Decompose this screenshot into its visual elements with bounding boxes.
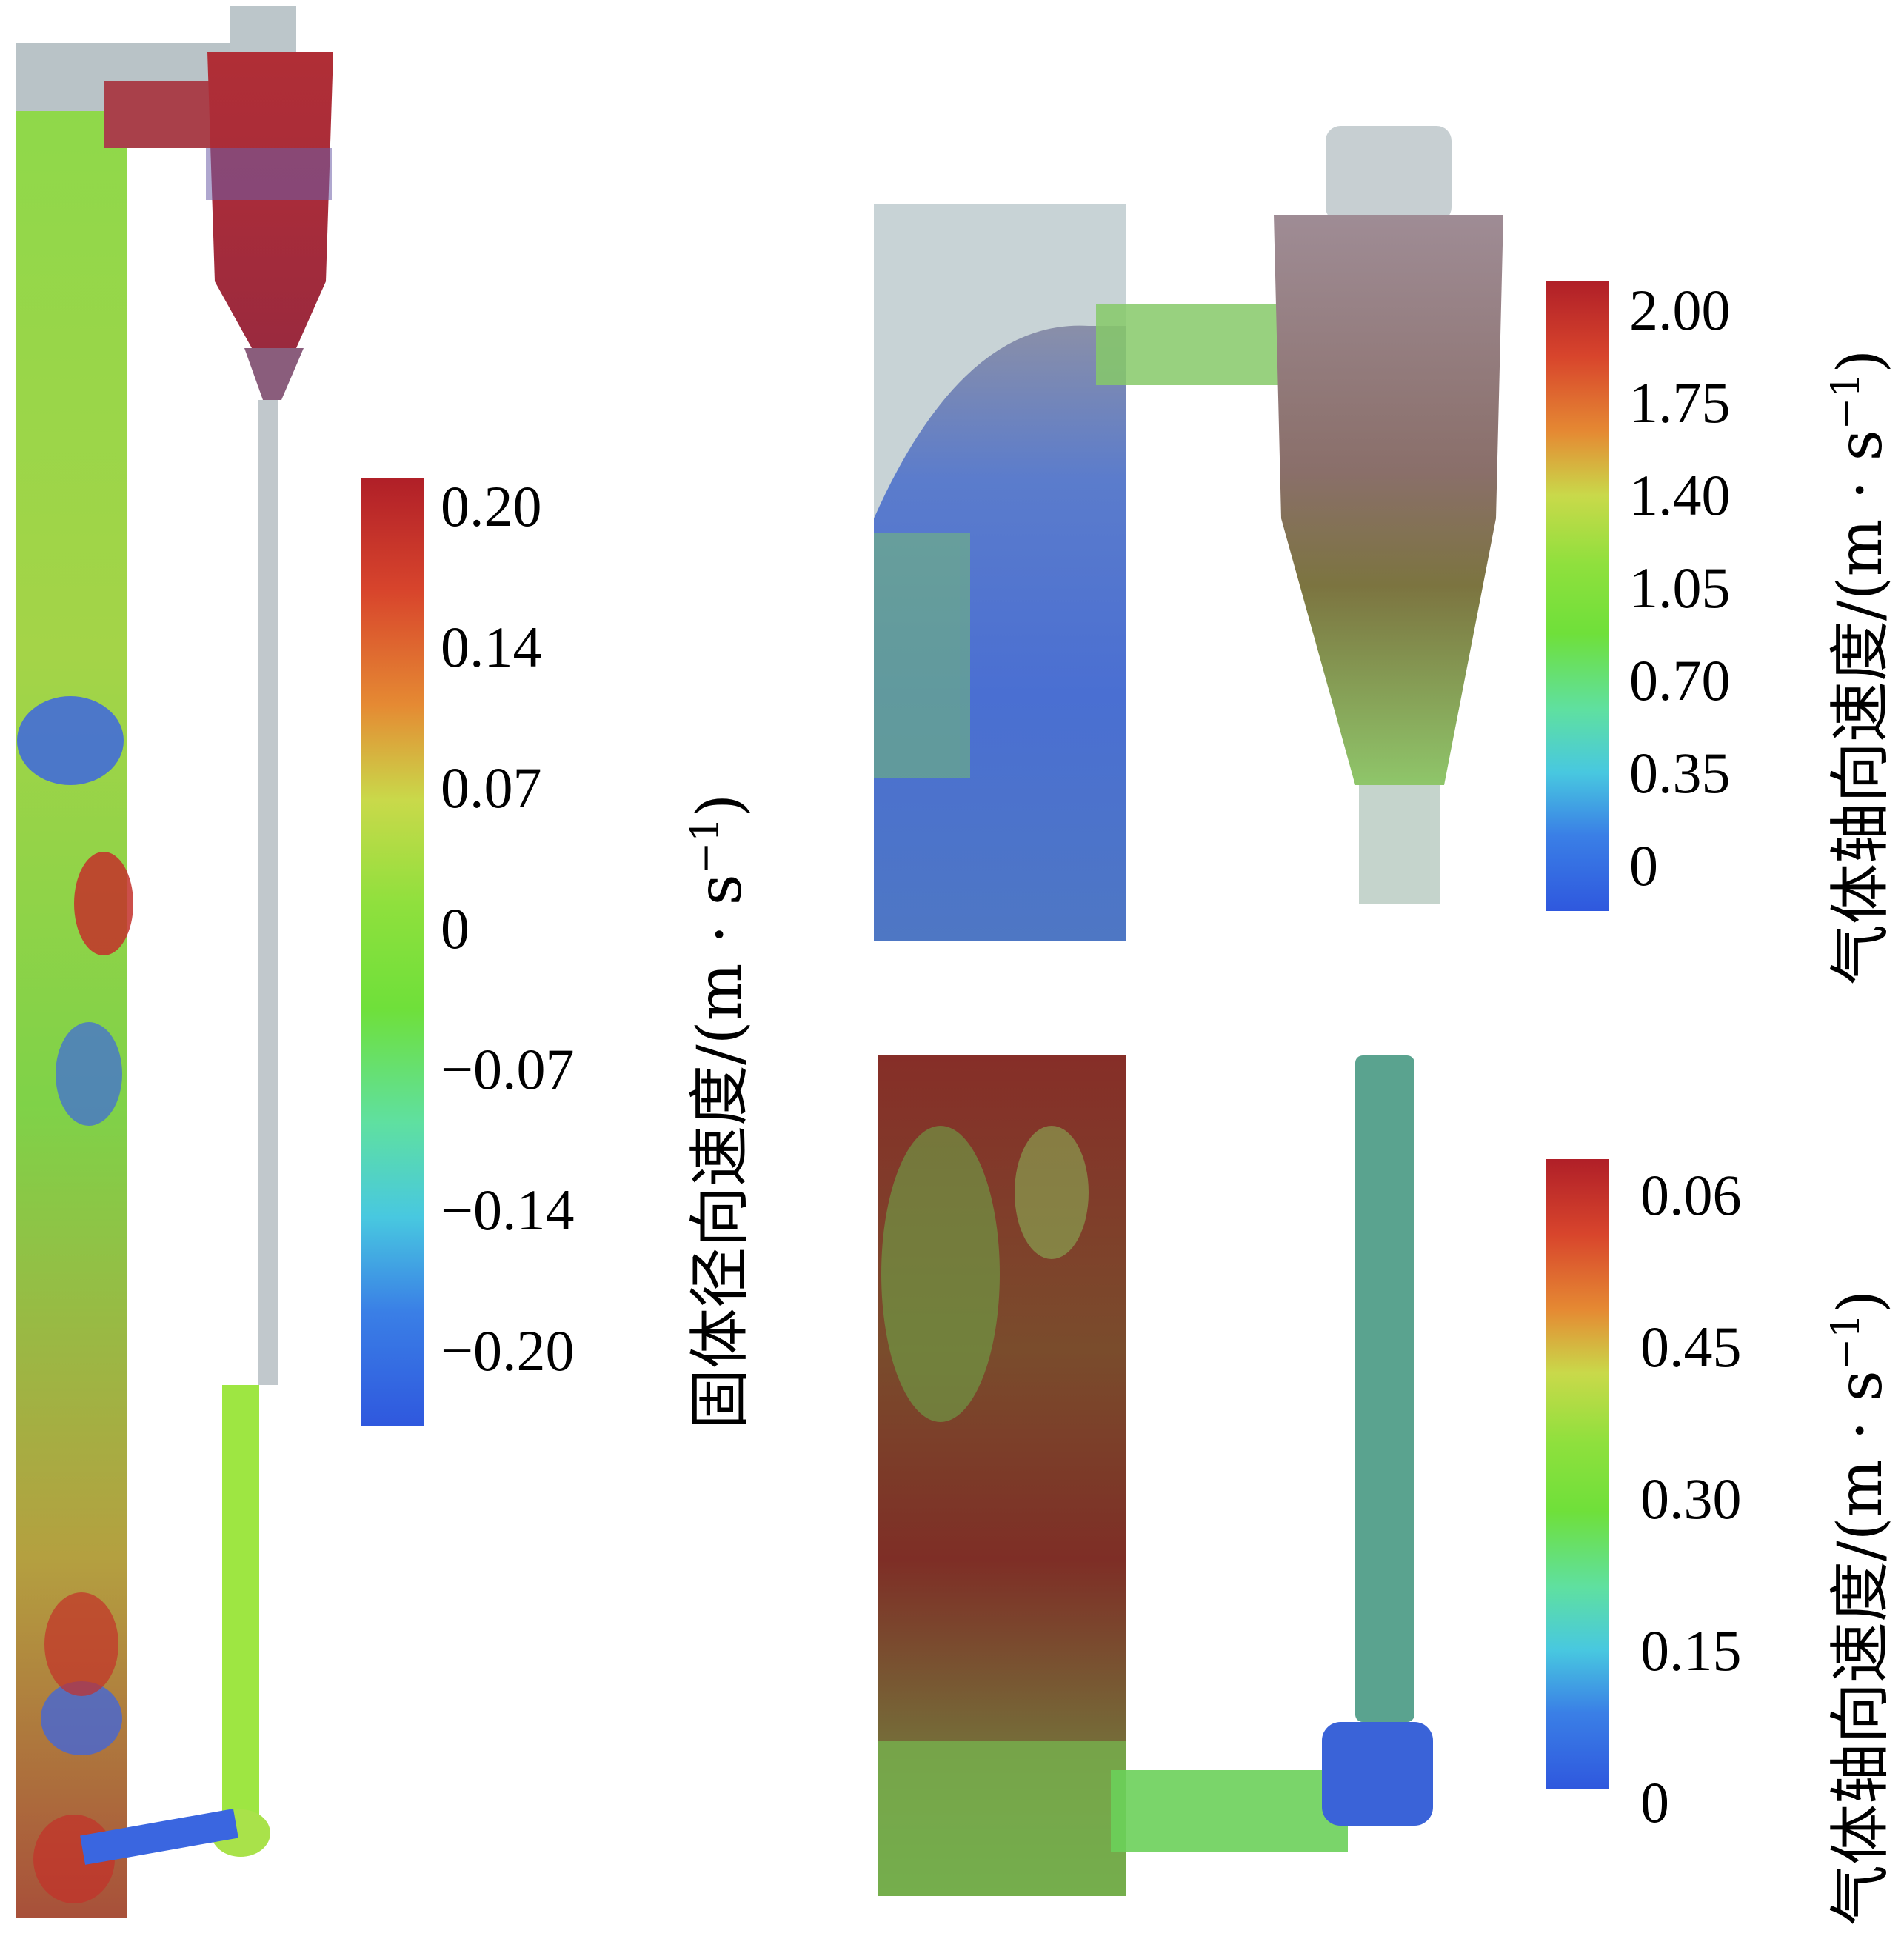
connecting-duct <box>1096 304 1289 385</box>
loop-box <box>1322 1722 1433 1826</box>
top-right-model <box>874 126 1503 941</box>
riser-blue-patch <box>17 696 124 785</box>
return-leg <box>80 1809 238 1865</box>
colorbar-1-title: 固体径向速度/(m · s−1) <box>684 794 755 1429</box>
riser-blue-patch <box>41 1681 122 1755</box>
tick-label: 1.05 <box>1629 555 1731 620</box>
bed-green-patch <box>1015 1126 1089 1259</box>
colorbar-3-ticks: 0.06 0.45 0.30 0.15 0 <box>1640 1163 1742 1835</box>
cyclone-body-2 <box>1274 215 1503 785</box>
cyclone-cone-tip <box>244 348 304 400</box>
tick-label: 0 <box>441 896 470 961</box>
tick-label: 0.06 <box>1640 1163 1742 1227</box>
tick-label: 2.00 <box>1629 278 1731 342</box>
colorbar-1-ticks: 0.20 0.14 0.07 0 −0.07 −0.14 −0.20 <box>441 474 575 1383</box>
colorbar-solid-radial <box>361 478 424 1426</box>
riser-red-patch <box>44 1592 118 1696</box>
riser-pipe-2 <box>1355 1055 1414 1722</box>
standpipe-lower <box>222 1385 259 1815</box>
bed-lower-green <box>878 1741 1126 1896</box>
bottom-right-model <box>878 1055 1433 1896</box>
tick-label: −0.20 <box>441 1318 575 1383</box>
colorbar-2-title: 气体轴向速度/(m · s−1) <box>1824 350 1896 985</box>
tick-label: 0.20 <box>441 474 542 538</box>
bed-green-patch <box>881 1126 1000 1422</box>
colorbar-2-ticks: 2.00 1.75 1.40 1.05 0.70 0.35 0 <box>1629 278 1731 898</box>
colorbar-gas-axial-top <box>1546 281 1609 911</box>
tick-label: −0.14 <box>441 1178 575 1242</box>
tick-label: 0.35 <box>1629 741 1731 805</box>
colorbar-3-title: 气体轴向速度/(m · s−1) <box>1824 1290 1896 1926</box>
riser-red-patch <box>74 852 133 955</box>
side-duct <box>1111 1770 1348 1852</box>
tick-label: 0.70 <box>1629 648 1731 712</box>
riser-blue-patch <box>56 1022 122 1126</box>
tick-label: 0.45 <box>1640 1315 1742 1379</box>
cyclone-band <box>206 148 332 200</box>
tick-label: 0.30 <box>1640 1466 1742 1531</box>
cyclone-exit <box>1326 126 1452 222</box>
tick-label: 0.07 <box>441 755 542 820</box>
tick-label: 1.75 <box>1629 370 1731 435</box>
tick-label: 0.15 <box>1640 1618 1742 1683</box>
tick-label: 0 <box>1640 1770 1669 1835</box>
colorbar-gas-axial-bottom <box>1546 1159 1609 1789</box>
tick-label: −0.07 <box>441 1037 575 1101</box>
standpipe <box>258 400 278 1385</box>
tick-label: 1.40 <box>1629 463 1731 527</box>
cyclone-outlet <box>1359 785 1440 904</box>
tick-label: 0.14 <box>441 615 542 679</box>
bed-green-zone <box>874 533 970 778</box>
bed-solid-region <box>874 325 1126 941</box>
tick-label: 0 <box>1629 833 1658 898</box>
left-cfb-model <box>16 6 333 1918</box>
